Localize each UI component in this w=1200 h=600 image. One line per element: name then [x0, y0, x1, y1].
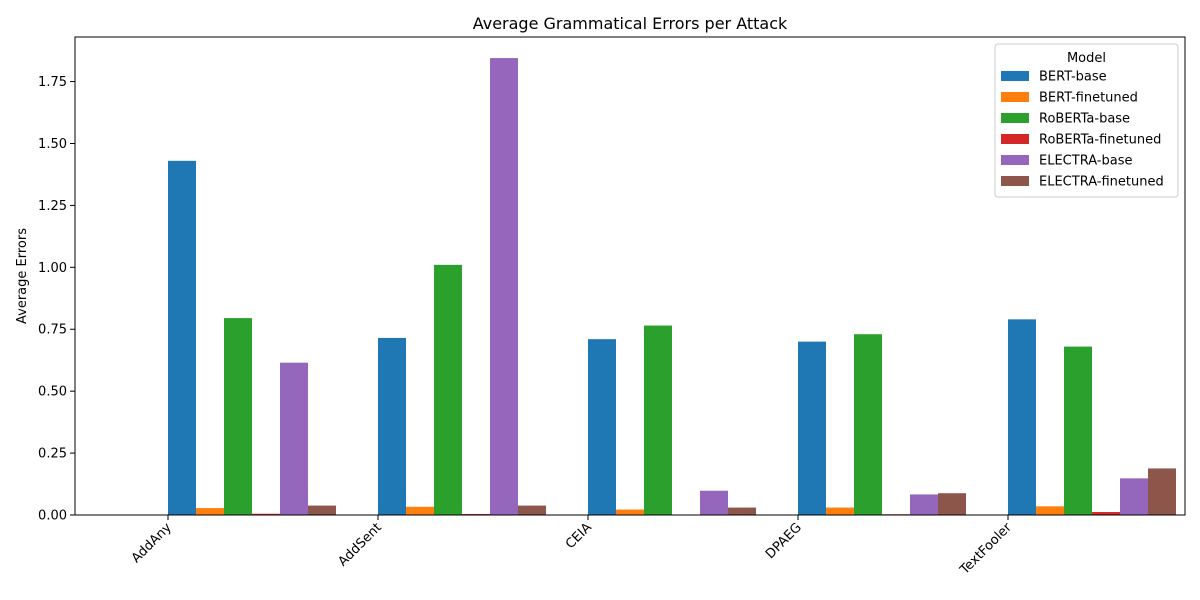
bar [196, 508, 224, 515]
legend-label: BERT-finetuned [1039, 91, 1138, 106]
bar [854, 334, 882, 515]
bar [434, 264, 462, 515]
bar [308, 505, 336, 515]
bar [826, 507, 854, 515]
bar [1064, 346, 1092, 515]
legend-label: ELECTRA-finetuned [1039, 175, 1164, 190]
bar [1120, 478, 1148, 515]
bar [252, 513, 280, 515]
legend-label: ELECTRA-base [1039, 154, 1132, 169]
legend-swatch [1001, 176, 1029, 186]
legend-label: RoBERTa-base [1039, 112, 1130, 127]
bar [700, 490, 728, 515]
legend-swatch [1001, 155, 1029, 165]
y-tick-label: 0.50 [38, 385, 67, 400]
y-tick-label: 1.50 [38, 137, 67, 152]
bar [728, 507, 756, 515]
y-tick-label: 0.25 [38, 447, 67, 462]
legend-box [994, 43, 1179, 198]
bars-group [168, 58, 1176, 515]
legend-swatch [1001, 113, 1029, 123]
bar [1008, 319, 1036, 515]
bar [168, 160, 196, 515]
y-axis: 0.00 0.25 0.50 0.75 1.00 1.25 1.50 1.75 [38, 75, 75, 524]
bar [588, 339, 616, 515]
legend-swatch [1001, 92, 1029, 102]
y-tick-label: 0.75 [38, 323, 67, 338]
bar [1148, 468, 1176, 515]
legend-swatch [1001, 71, 1029, 81]
legend-label: RoBERTa-finetuned [1039, 133, 1161, 148]
bar [518, 505, 546, 515]
plot-frame [74, 36, 1186, 516]
bar [490, 58, 518, 515]
y-tick-label: 1.75 [38, 75, 67, 90]
bar [1036, 506, 1064, 515]
y-axis-label: Average Errors [15, 228, 30, 324]
bar [1092, 512, 1120, 515]
legend-label: BERT-base [1039, 70, 1107, 85]
y-tick-label: 1.25 [38, 199, 67, 214]
bar [378, 337, 406, 515]
bar [224, 318, 252, 515]
y-tick-label: 0.00 [38, 509, 67, 524]
chart-title: Average Grammatical Errors per Attack [473, 14, 788, 33]
bar [406, 506, 434, 515]
bar [616, 509, 644, 515]
legend-swatch [1001, 134, 1029, 144]
bar [644, 325, 672, 515]
bar [938, 493, 966, 515]
bar [798, 341, 826, 515]
bar [280, 362, 308, 515]
bar [910, 494, 938, 515]
legend: Model BERT-base BERT-finetuned RoBERTa-base… [994, 43, 1179, 198]
y-tick-label: 1.00 [38, 261, 67, 276]
legend-title: Model [1067, 51, 1106, 66]
